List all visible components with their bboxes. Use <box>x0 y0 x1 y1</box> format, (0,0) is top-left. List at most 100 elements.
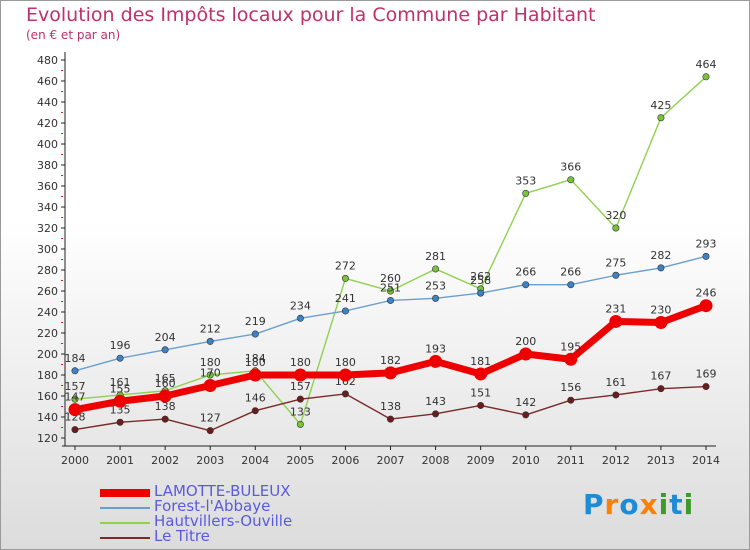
data-label-hautvillers-ouville: 184 <box>245 352 266 365</box>
data-point-forest-l-abbaye <box>522 281 530 289</box>
x-tick-label: 2007 <box>377 454 405 467</box>
data-point-le-titre <box>432 410 440 418</box>
data-point-lamotte-buleux <box>564 352 578 366</box>
data-label-hautvillers-ouville: 272 <box>335 259 356 272</box>
data-label-hautvillers-ouville: 425 <box>650 99 671 112</box>
data-label-lamotte-buleux: 193 <box>425 342 446 355</box>
data-label-hautvillers-ouville: 133 <box>290 405 311 418</box>
data-label-lamotte-buleux: 155 <box>110 382 131 395</box>
data-point-hautvillers-ouville <box>296 420 304 428</box>
y-tick-label: 380 <box>37 159 58 172</box>
data-point-lamotte-buleux <box>699 299 713 313</box>
data-point-lamotte-buleux <box>113 394 127 408</box>
data-point-le-titre <box>161 415 169 423</box>
data-label-hautvillers-ouville: 165 <box>155 372 176 385</box>
data-label-le-titre: 156 <box>560 381 581 394</box>
data-label-le-titre: 142 <box>515 396 536 409</box>
data-point-lamotte-buleux <box>384 366 397 380</box>
y-tick-label: 280 <box>37 264 58 277</box>
data-point-lamotte-buleux <box>429 354 443 368</box>
logo-letter: x <box>639 488 659 521</box>
data-label-hautvillers-ouville: 260 <box>380 272 401 285</box>
data-point-le-titre <box>116 418 124 426</box>
data-point-hautvillers-ouville <box>657 114 665 122</box>
data-label-lamotte-buleux: 180 <box>245 356 266 369</box>
logo-letter: P <box>583 488 605 521</box>
data-point-hautvillers-ouville <box>522 189 530 197</box>
logo-letter: t <box>669 488 684 521</box>
logo-letter: i <box>658 488 670 521</box>
y-tick-label: 180 <box>37 369 58 382</box>
x-tick-label: 2006 <box>331 454 359 467</box>
data-point-lamotte-buleux <box>654 316 668 329</box>
data-label-le-titre: 169 <box>696 368 717 381</box>
data-point-forest-l-abbaye <box>477 289 485 297</box>
legend-label: LAMOTTE-BULEUX <box>154 482 291 500</box>
data-point-forest-l-abbaye <box>567 281 575 289</box>
data-label-lamotte-buleux: 182 <box>380 354 401 367</box>
y-tick-label: 160 <box>37 390 58 403</box>
x-tick-label: 2010 <box>512 454 540 467</box>
data-label-le-titre: 167 <box>650 370 671 383</box>
data-label-lamotte-buleux: 195 <box>560 340 581 353</box>
data-point-forest-l-abbaye <box>657 264 665 272</box>
data-label-forest-l-abbaye: 196 <box>110 339 131 352</box>
data-point-hautvillers-ouville <box>567 176 575 184</box>
data-label-hautvillers-ouville: 262 <box>470 270 491 283</box>
data-label-forest-l-abbaye: 253 <box>425 279 446 292</box>
y-tick-label: 360 <box>37 180 58 193</box>
data-label-lamotte-buleux: 180 <box>335 356 356 369</box>
data-point-le-titre <box>702 383 710 391</box>
data-label-lamotte-buleux: 200 <box>515 335 536 348</box>
y-tick-label: 400 <box>37 138 58 151</box>
data-point-lamotte-buleux <box>158 389 172 403</box>
data-label-forest-l-abbaye: 293 <box>696 237 717 250</box>
data-point-lamotte-buleux <box>338 368 352 382</box>
data-point-lamotte-buleux <box>248 368 262 382</box>
legend-swatch <box>100 537 150 539</box>
legend-swatch <box>100 507 150 509</box>
data-point-lamotte-buleux <box>68 403 82 417</box>
data-label-le-titre: 161 <box>605 376 626 389</box>
x-tick-label: 2011 <box>557 454 585 467</box>
data-label-le-titre: 127 <box>200 412 221 425</box>
data-point-le-titre <box>206 427 214 435</box>
legend-swatch <box>100 489 150 497</box>
data-label-le-titre: 128 <box>65 411 86 424</box>
data-point-hautvillers-ouville <box>386 287 394 295</box>
data-label-lamotte-buleux: 246 <box>696 287 717 300</box>
data-point-forest-l-abbaye <box>296 314 304 322</box>
x-tick-label: 2012 <box>602 454 630 467</box>
data-label-hautvillers-ouville: 353 <box>515 174 536 187</box>
y-tick-label: 260 <box>37 285 58 298</box>
data-label-lamotte-buleux: 180 <box>290 356 311 369</box>
data-point-forest-l-abbaye <box>116 354 124 362</box>
data-point-le-titre <box>567 396 575 404</box>
y-tick-label: 140 <box>37 411 58 424</box>
proxiti-logo: Proxiti <box>583 488 694 521</box>
chart-subtitle: (en € et par an) <box>26 28 121 42</box>
data-point-hautvillers-ouville <box>206 371 214 379</box>
data-point-lamotte-buleux <box>203 379 217 392</box>
data-label-le-titre: 143 <box>425 395 446 408</box>
data-label-forest-l-abbaye: 275 <box>605 256 626 269</box>
y-tick-label: 320 <box>37 222 58 235</box>
x-tick-label: 2008 <box>422 454 450 467</box>
data-label-forest-l-abbaye: 184 <box>65 352 86 365</box>
y-tick-label: 460 <box>37 75 58 88</box>
data-label-forest-l-abbaye: 266 <box>515 266 536 279</box>
data-label-hautvillers-ouville: 281 <box>425 250 446 263</box>
x-tick-label: 2000 <box>61 454 89 467</box>
data-label-hautvillers-ouville: 464 <box>696 58 717 71</box>
data-label-lamotte-buleux: 160 <box>155 377 176 390</box>
y-tick-label: 240 <box>37 306 58 319</box>
data-label-le-titre: 138 <box>155 400 176 413</box>
chart-title: Evolution des Impôts locaux pour la Comm… <box>26 4 596 26</box>
data-point-le-titre <box>341 390 349 398</box>
y-tick-label: 420 <box>37 117 58 130</box>
data-label-le-titre: 151 <box>470 386 491 399</box>
data-point-le-titre <box>657 385 665 393</box>
data-point-le-titre <box>251 407 259 415</box>
